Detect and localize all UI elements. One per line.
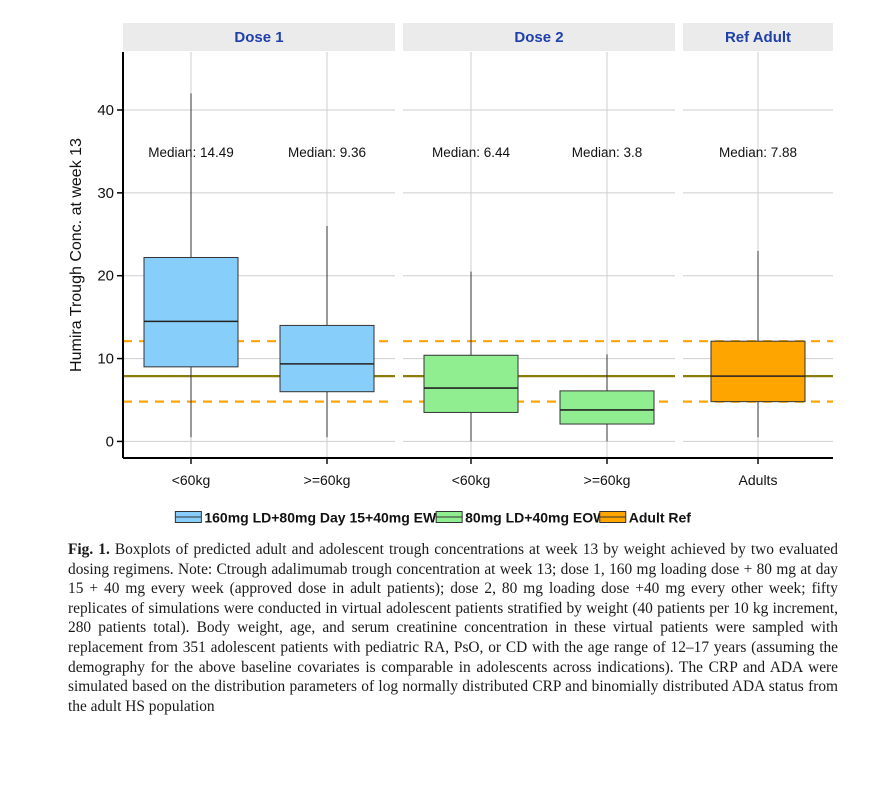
box <box>423 354 519 413</box>
boxplot-chart: Dose 1 Dose 2 Ref Adult Median: 14.49 Media… <box>68 23 833 526</box>
x-tick-label: <60kg <box>172 472 211 488</box>
box <box>559 390 655 425</box>
x-tick-label: <60kg <box>452 472 491 488</box>
median-label: Median: 7.88 <box>719 145 797 160</box>
legend-entry: 160mg LD+80mg Day 15+40mg EW <box>204 510 437 526</box>
y-tick-label: 20 <box>97 268 114 285</box>
median-label: Median: 14.49 <box>148 145 234 160</box>
y-tick-label: 0 <box>106 433 114 450</box>
figure-caption: Fig. 1. Boxplots of predicted adult and … <box>68 540 838 716</box>
legend-entry: 80mg LD+40mg EOW <box>465 510 607 526</box>
legend-entry: Adult Ref <box>629 510 692 526</box>
facet-label: Ref Adult <box>725 29 791 46</box>
x-tick-label: >=60kg <box>584 472 631 488</box>
facet-strip <box>123 23 395 51</box>
x-tick-label: Adults <box>739 472 778 488</box>
x-tick-label: >=60kg <box>304 472 351 488</box>
y-tick-label: 30 <box>97 185 114 202</box>
y-tick-label: 10 <box>97 351 114 368</box>
facet-label: Dose 2 <box>514 29 563 46</box>
median-label: Median: 3.8 <box>572 145 643 160</box>
box <box>143 256 239 368</box>
caption-figure-number: Fig. 1. <box>68 541 110 558</box>
y-axis-label: Humira Trough Conc. at week 13 <box>68 138 85 372</box>
y-tick-label: 40 <box>97 102 114 119</box>
facet-strip <box>683 23 833 51</box>
box <box>710 340 806 403</box>
caption-text: Boxplots of predicted adult and adolesce… <box>68 541 838 715</box>
median-label: Median: 6.44 <box>432 145 511 160</box>
facet-strip <box>403 23 675 51</box>
median-label: Median: 9.36 <box>288 145 366 160</box>
box <box>279 324 375 393</box>
facet-label: Dose 1 <box>234 29 283 46</box>
